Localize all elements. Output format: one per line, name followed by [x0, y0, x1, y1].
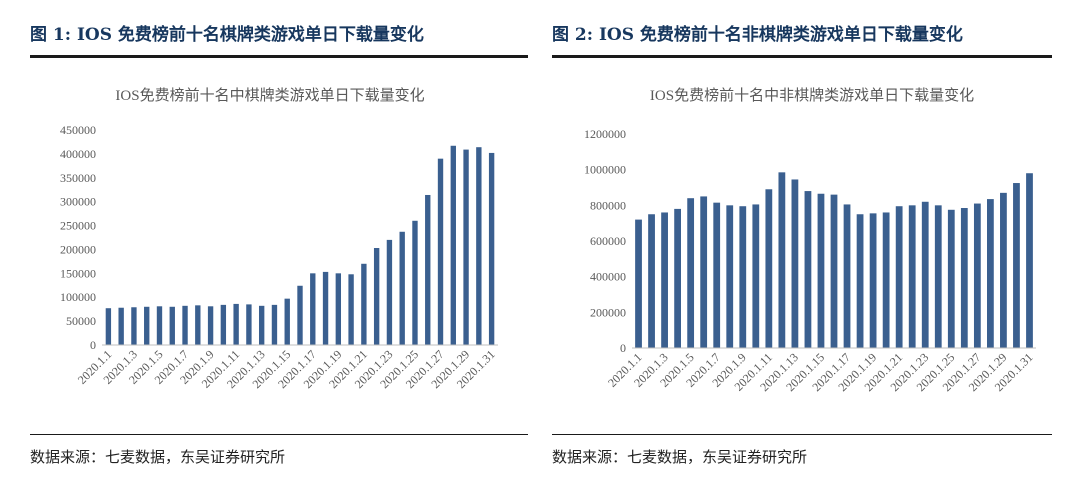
bar-2020.1.29 — [463, 149, 469, 345]
figure-2-heading: 图 2: IOS 免费榜前十名非棋牌类游戏单日下载量变化 — [552, 25, 963, 45]
bar-2020.1.27 — [437, 158, 444, 345]
y-tick-label: 1000000 — [584, 163, 626, 177]
y-tick-label: 450000 — [60, 123, 96, 137]
y-tick-label: 400000 — [60, 147, 96, 161]
bar-2020.1.29 — [1000, 192, 1007, 348]
bar-2020.1.1 — [635, 219, 642, 348]
bar-2020.1.26 — [425, 194, 431, 345]
bar-2020.1.3 — [661, 212, 668, 348]
bar-2020.1.23 — [921, 201, 929, 348]
bar-2020.1.1 — [105, 308, 112, 345]
bar-2020.1.20 — [882, 212, 890, 348]
y-tick-label: 0 — [620, 341, 626, 355]
bar-2020.1.26 — [960, 208, 968, 348]
bar-2020.1.9 — [207, 306, 214, 345]
bar-2020.1.6 — [700, 196, 708, 348]
bar-2020.1.25 — [947, 209, 955, 348]
bar-2020.1.9 — [739, 206, 747, 348]
chart-title: IOS免费榜前十名中非棋牌类游戏单日下载量变化 — [650, 87, 974, 104]
bar-2020.1.21 — [361, 263, 367, 345]
y-tick-label: 0 — [90, 338, 96, 352]
bar-2020.1.25 — [412, 220, 418, 345]
bar-2020.1.22 — [373, 248, 380, 345]
figure-1-panel: 图 1: IOS 免费榜前十名棋牌类游戏单日下载量变化 IOS免费榜前十名中棋牌… — [30, 0, 528, 490]
bar-2020.1.12 — [246, 304, 252, 345]
y-tick-label: 250000 — [60, 219, 96, 233]
figure-1-bottom-rule — [30, 434, 528, 435]
bar-2020.1.10 — [752, 204, 760, 348]
bar-2020.1.2 — [118, 307, 124, 345]
bar-2020.1.30 — [476, 147, 482, 345]
bar-2020.1.16 — [830, 194, 838, 348]
figure-2-top-rule — [552, 55, 1052, 58]
bar-2020.1.13 — [258, 305, 265, 345]
figure-1-source: 数据来源：七麦数据，东吴证券研究所 — [30, 448, 286, 466]
bar-2020.1.14 — [271, 304, 278, 345]
y-tick-label: 350000 — [60, 171, 96, 185]
y-tick-label: 600000 — [590, 234, 626, 248]
bar-2020.1.12 — [778, 172, 786, 348]
bar-2020.1.30 — [1013, 183, 1020, 348]
figure-2-source: 数据来源：七麦数据，东吴证券研究所 — [552, 448, 808, 466]
bar-2020.1.19 — [335, 273, 342, 345]
y-tick-label: 400000 — [590, 270, 626, 284]
y-tick-label: 100000 — [60, 290, 96, 304]
bar-2020.1.7 — [182, 305, 188, 345]
bar-2020.1.3 — [131, 307, 137, 345]
bar-2020.1.31 — [1026, 173, 1033, 348]
y-tick-label: 1200000 — [584, 127, 626, 141]
bar-2020.1.11 — [233, 303, 239, 345]
bar-2020.1.10 — [220, 304, 227, 345]
bar-2020.1.11 — [765, 189, 773, 348]
bar-2020.1.2 — [648, 214, 655, 348]
y-tick-label: 150000 — [60, 266, 96, 280]
figure-1-chart: IOS免费榜前十名中棋牌类游戏单日下载量变化 0 50000 100000 150000… — [60, 87, 498, 391]
bar-2020.1.16 — [297, 285, 303, 345]
bar-2020.1.5 — [687, 198, 695, 348]
y-tick-label: 800000 — [590, 198, 626, 212]
bar-2020.1.17 — [310, 273, 316, 345]
bar-2020.1.8 — [195, 305, 201, 345]
figure-2-bottom-rule — [552, 434, 1052, 435]
y-tick-label: 300000 — [60, 195, 96, 209]
bar-2020.1.7 — [713, 202, 721, 348]
bar-2020.1.4 — [674, 208, 681, 348]
bar-2020.1.23 — [386, 239, 393, 345]
bar-2020.1.22 — [908, 205, 916, 348]
bar-2020.1.27 — [973, 203, 981, 348]
bar-2020.1.13 — [791, 179, 799, 348]
bar-2020.1.18 — [856, 214, 864, 348]
bar-2020.1.28 — [987, 199, 994, 348]
bar-2020.1.21 — [895, 206, 903, 348]
bar-2020.1.24 — [399, 231, 405, 345]
figure-2-panel: 图 2: IOS 免费榜前十名非棋牌类游戏单日下载量变化 IOS免费榜前十名中非… — [552, 0, 1052, 490]
bar-2020.1.17 — [843, 204, 851, 348]
bar-2020.1.5 — [156, 306, 163, 345]
y-tick-label: 200000 — [590, 305, 626, 319]
bar-2020.1.18 — [322, 271, 329, 345]
y-tick-label: 200000 — [60, 242, 96, 256]
bar-2020.1.28 — [450, 145, 456, 345]
bar-2020.1.14 — [804, 191, 812, 348]
y-tick-label: 50000 — [66, 314, 96, 328]
bar-2020.1.31 — [488, 152, 495, 345]
bar-2020.1.8 — [726, 205, 734, 348]
bar-2020.1.6 — [169, 306, 175, 345]
chart-title: IOS免费榜前十名中棋牌类游戏单日下载量变化 — [115, 87, 424, 104]
bar-2020.1.15 — [817, 193, 825, 348]
figure-1-heading: 图 1: IOS 免费榜前十名棋牌类游戏单日下载量变化 — [30, 25, 424, 45]
figure-2-chart: IOS免费榜前十名中非棋牌类游戏单日下载量变化 0 200000 400000 6000… — [584, 87, 1036, 394]
bar-2020.1.20 — [348, 274, 354, 345]
bar-2020.1.15 — [284, 298, 290, 345]
bar-2020.1.24 — [934, 205, 942, 348]
figure-1-top-rule — [30, 55, 528, 58]
bar-2020.1.19 — [869, 213, 877, 348]
bar-2020.1.4 — [144, 306, 150, 345]
